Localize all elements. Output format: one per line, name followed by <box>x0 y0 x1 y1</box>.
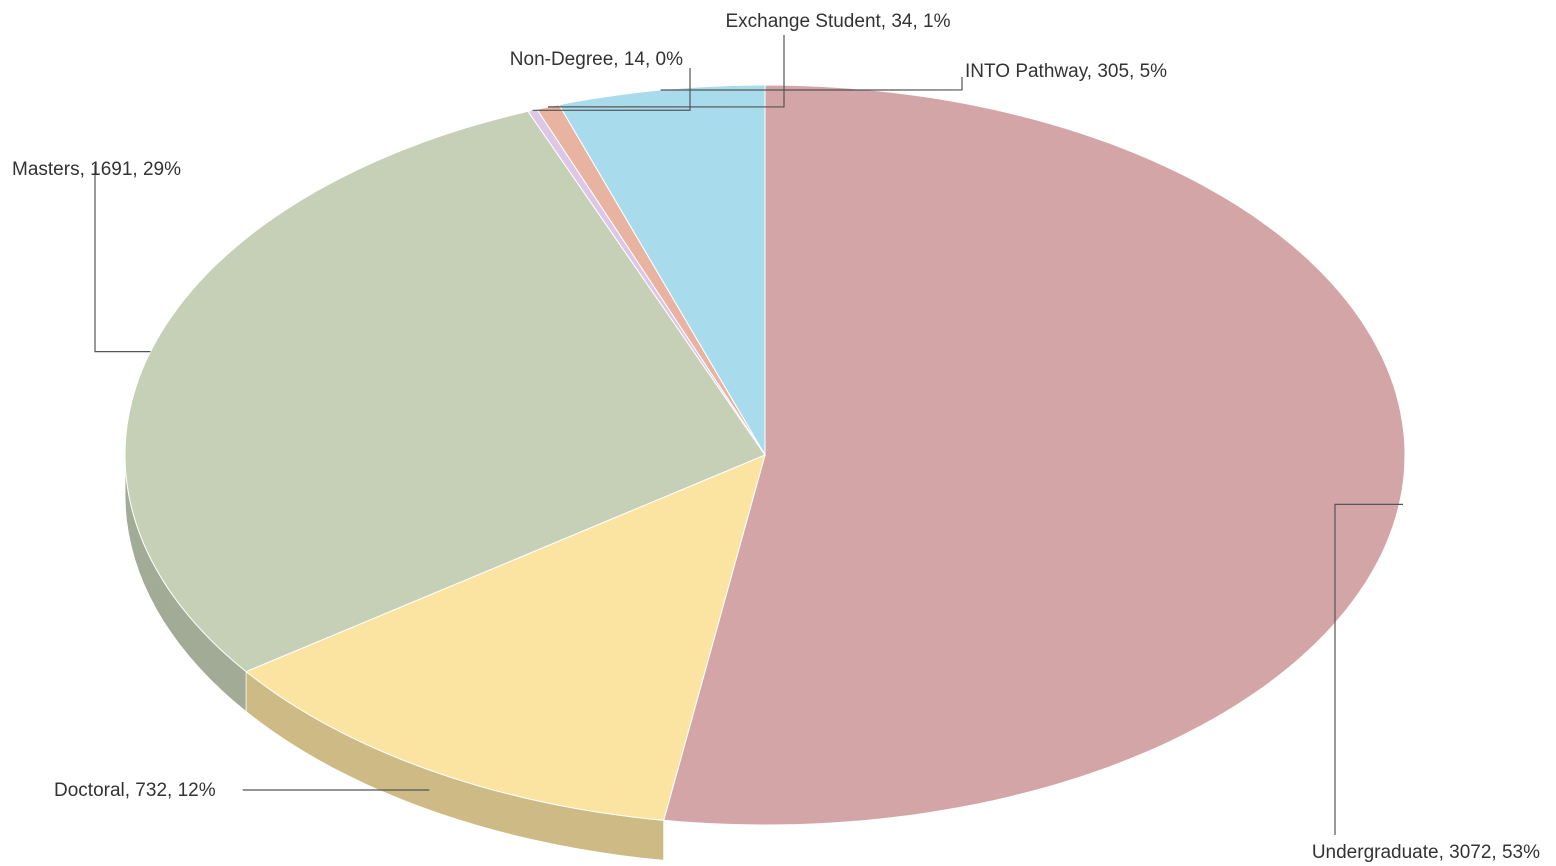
leader-line-into-pathway <box>660 77 963 91</box>
leader-lines <box>94 35 1404 835</box>
data-label-into-pathway: INTO Pathway, 305, 5% <box>965 61 1167 82</box>
leader-line-non-degree <box>532 68 691 111</box>
data-label-undergraduate: Undergraduate, 3072, 53% <box>1312 842 1540 863</box>
data-label-masters: Masters, 1691, 29% <box>12 159 181 180</box>
leader-line-undergraduate <box>1334 503 1404 835</box>
data-label-doctoral: Doctoral, 732, 12% <box>54 780 216 801</box>
slice-doctoral <box>245 454 766 821</box>
data-label-exchange-student: Exchange Student, 34, 1% <box>726 11 951 32</box>
slice-undergraduate <box>663 84 1406 826</box>
data-label-non-degree: Non-Degree, 14, 0% <box>510 49 683 70</box>
leader-line-masters <box>94 165 151 353</box>
pie-tops <box>124 84 1406 826</box>
leader-line-exchange-student <box>547 35 785 108</box>
